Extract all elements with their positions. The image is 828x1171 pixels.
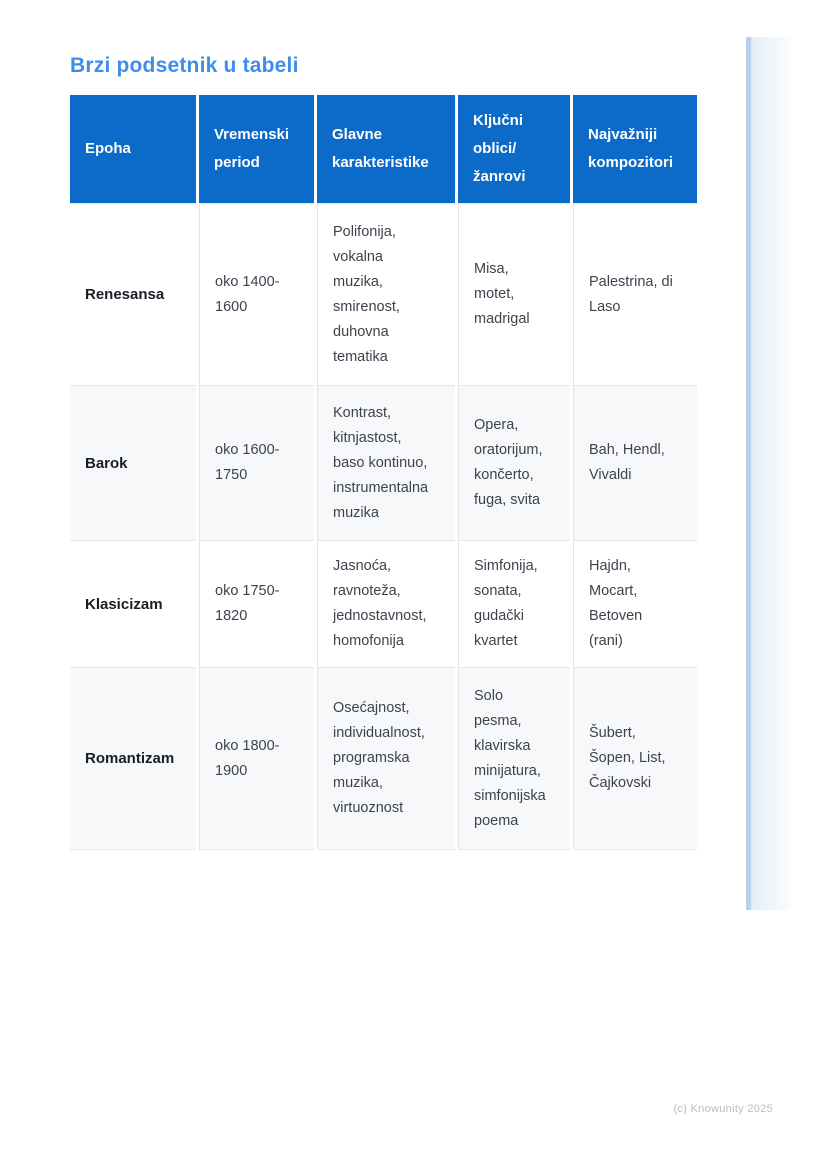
header-cell-glavne-karakteristike: Glavne karakteristike bbox=[317, 95, 455, 203]
table-cell-forms: Solo pesma, klavirska minijatura, simfon… bbox=[458, 667, 570, 850]
table-cell-period: oko 1400- 1600 bbox=[199, 203, 314, 385]
table-cell-forms: Misa, motet, madrigal bbox=[458, 203, 570, 385]
header-cell-kljucni-oblici: Ključni oblici/ žanrovi bbox=[458, 95, 570, 203]
table-cell-characteristics: Jasnoća, ravnoteža, jednostavnost, homof… bbox=[317, 540, 455, 667]
header-cell-epoha: Epoha bbox=[70, 95, 196, 203]
header-cell-vremenski-period: Vremenski period bbox=[199, 95, 314, 203]
table-cell-epoch: Barok bbox=[70, 385, 196, 540]
table-cell-epoch: Klasicizam bbox=[70, 540, 196, 667]
table-cell-epoch: Romantizam bbox=[70, 667, 196, 850]
table-cell-characteristics: Osećajnost, individualnost, programska m… bbox=[317, 667, 455, 850]
table-cell-characteristics: Polifonija, vokalna muzika, smirenost, d… bbox=[317, 203, 455, 385]
table-cell-forms: Simfonija, sonata, gudački kvartet bbox=[458, 540, 570, 667]
table-cell-period: oko 1750- 1820 bbox=[199, 540, 314, 667]
table-cell-composers: Palestrina, di Laso bbox=[573, 203, 697, 385]
table-cell-period: oko 1800- 1900 bbox=[199, 667, 314, 850]
copyright-note: (c) Knowunity 2025 bbox=[673, 1103, 773, 1115]
table-cell-epoch: Renesansa bbox=[70, 203, 196, 385]
table-cell-forms: Opera, oratorijum, končerto, fuga, svita bbox=[458, 385, 570, 540]
table-cell-composers: Hajdn, Mocart, Betoven (rani) bbox=[573, 540, 697, 667]
page-edge-scroll-indicator bbox=[746, 37, 792, 910]
table-cell-composers: Šubert, Šopen, List, Čajkovski bbox=[573, 667, 697, 850]
table-cell-composers: Bah, Hendl, Vivaldi bbox=[573, 385, 697, 540]
table-cell-characteristics: Kontrast, kitnjastost, baso kontinuo, in… bbox=[317, 385, 455, 540]
page-title: Brzi podsetnik u tabeli bbox=[70, 54, 299, 78]
table-cell-period: oko 1600- 1750 bbox=[199, 385, 314, 540]
epochs-table: Epoha Vremenski period Glavne karakteris… bbox=[70, 95, 697, 850]
header-cell-najvazniji-kompozitori: Najvažniji kompozitori bbox=[573, 95, 697, 203]
